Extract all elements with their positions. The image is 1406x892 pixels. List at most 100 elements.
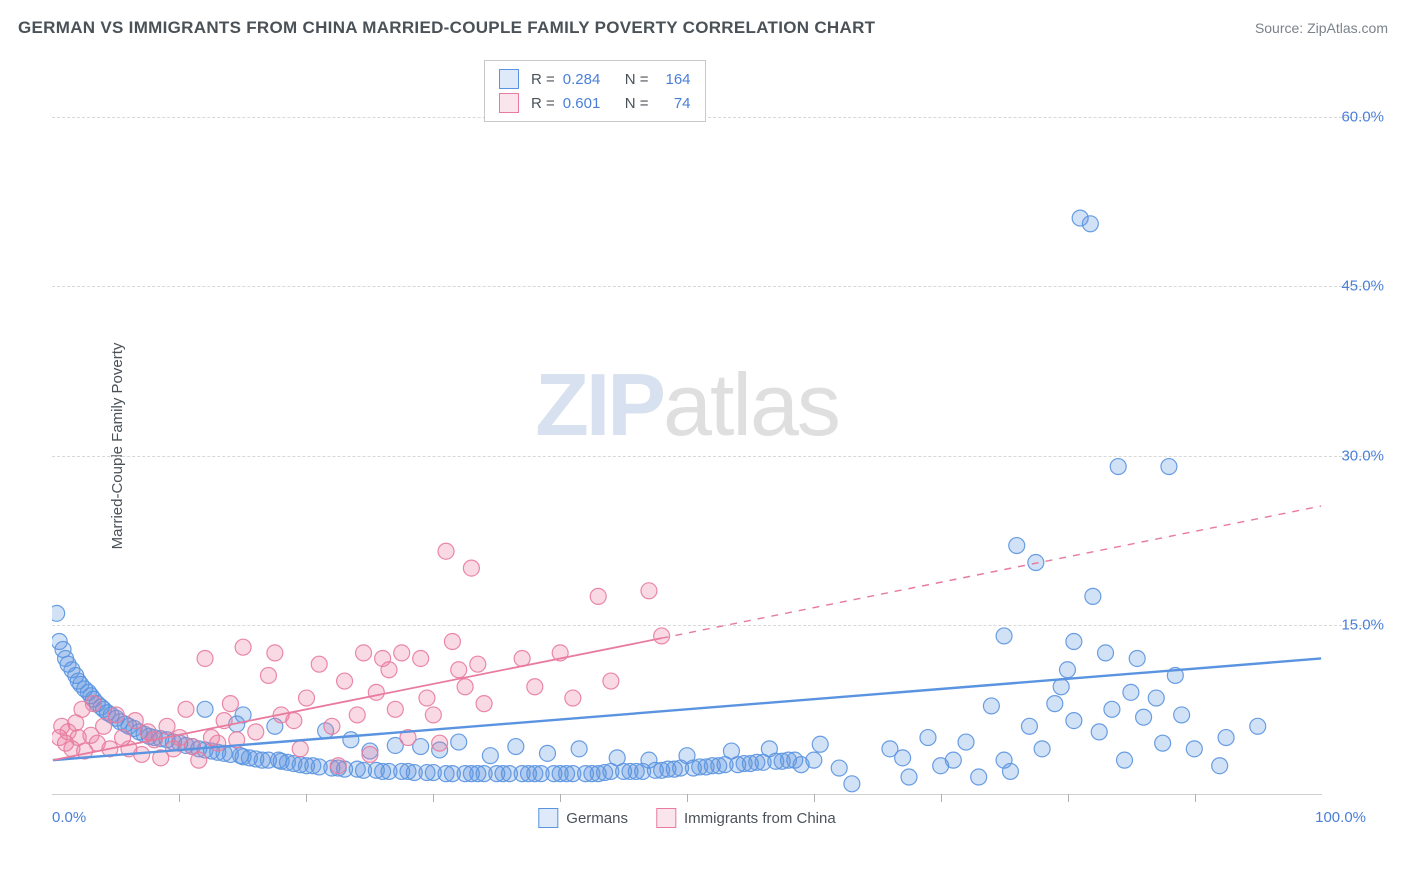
scatter-point [603, 673, 619, 689]
scatter-point [444, 634, 460, 650]
scatter-point [387, 701, 403, 717]
scatter-point [362, 746, 378, 762]
legend-item: Immigrants from China [656, 808, 836, 828]
scatter-point [844, 776, 860, 792]
stat-r-value: 0.284 [563, 71, 613, 88]
scatter-point [482, 748, 498, 764]
scatter-point [571, 741, 587, 757]
scatter-point [1066, 713, 1082, 729]
scatter-point [159, 718, 175, 734]
scatter-point [210, 735, 226, 751]
scatter-point [463, 560, 479, 576]
scatter-point [299, 690, 315, 706]
scatter-point [343, 732, 359, 748]
y-tick-label: 45.0% [1341, 278, 1384, 295]
scatter-point [527, 679, 543, 695]
scatter-point [895, 750, 911, 766]
x-tick [179, 794, 180, 802]
scatter-point [590, 588, 606, 604]
scatter-point [1174, 707, 1190, 723]
chart-header: GERMAN VS IMMIGRANTS FROM CHINA MARRIED-… [18, 18, 1388, 38]
x-tick [1195, 794, 1196, 802]
scatter-point [971, 769, 987, 785]
scatter-point [451, 734, 467, 750]
scatter-point [394, 645, 410, 661]
scatter-point [1110, 459, 1126, 475]
y-tick-label: 30.0% [1341, 447, 1384, 464]
stat-r-value: 0.601 [563, 95, 613, 112]
scatter-point [108, 707, 124, 723]
scatter-point [1002, 763, 1018, 779]
scatter-point [178, 701, 194, 717]
scatter-point [197, 650, 213, 666]
legend-swatch [499, 69, 519, 89]
y-tick-label: 15.0% [1341, 617, 1384, 634]
scatter-point [1161, 459, 1177, 475]
stat-n-label: N = [625, 95, 649, 112]
legend-swatch [499, 93, 519, 113]
legend-item: Germans [538, 808, 628, 828]
scatter-point [1250, 718, 1266, 734]
scatter-point [540, 745, 556, 761]
stat-n-value: 74 [657, 95, 691, 112]
source-credit: Source: ZipAtlas.com [1255, 20, 1388, 36]
scatter-point [1082, 216, 1098, 232]
scatter-point [812, 736, 828, 752]
scatter-point [508, 739, 524, 755]
scatter-point [96, 718, 112, 734]
scatter-point [432, 735, 448, 751]
scatter-point [85, 696, 101, 712]
scatter-point [641, 583, 657, 599]
scatter-point [514, 650, 530, 666]
scatter-point [356, 645, 372, 661]
scatter-point [235, 639, 251, 655]
scatter-point [419, 690, 435, 706]
scatter-point [438, 543, 454, 559]
plot-area: ZIPatlas 15.0%30.0%45.0%60.0% 0.0% 100.0… [52, 60, 1322, 795]
stat-r-label: R = [531, 95, 555, 112]
scatter-point [311, 656, 327, 672]
x-tick [433, 794, 434, 802]
x-tick [1068, 794, 1069, 802]
scatter-point [1117, 752, 1133, 768]
scatter-point [1136, 709, 1152, 725]
scatter-point [1053, 679, 1069, 695]
scatter-point [457, 679, 473, 695]
scatter-point [337, 673, 353, 689]
scatter-point [1186, 741, 1202, 757]
scatter-point [1218, 730, 1234, 746]
scatter-point [654, 628, 670, 644]
scatter-point [1123, 684, 1139, 700]
scatter-point [831, 760, 847, 776]
scatter-point [368, 684, 384, 700]
scatter-point [52, 605, 65, 621]
scatter-point [197, 701, 213, 717]
scatter-point [1098, 645, 1114, 661]
scatter-point [476, 696, 492, 712]
stat-n-value: 164 [657, 71, 691, 88]
x-tick [687, 794, 688, 802]
legend-bottom: Germans Immigrants from China [538, 808, 835, 828]
x-tick [306, 794, 307, 802]
stat-n-label: N = [625, 71, 649, 88]
scatter-point [292, 741, 308, 757]
x-axis-max-label: 100.0% [1315, 809, 1366, 826]
scatter-point [1009, 538, 1025, 554]
scatter-point [1129, 650, 1145, 666]
scatter-point [191, 752, 207, 768]
scatter-point [983, 698, 999, 714]
scatter-point [1085, 588, 1101, 604]
scatter-point [267, 645, 283, 661]
scatter-point [1091, 724, 1107, 740]
scatter-point [330, 758, 346, 774]
x-axis-min-label: 0.0% [52, 809, 86, 826]
scatter-point [413, 650, 429, 666]
legend-swatch [656, 808, 676, 828]
x-tick [814, 794, 815, 802]
trend-line-dashed [662, 506, 1322, 638]
scatter-point [1059, 662, 1075, 678]
legend-label: Germans [566, 810, 628, 827]
scatter-point [470, 656, 486, 672]
scatter-point [565, 690, 581, 706]
chart-title: GERMAN VS IMMIGRANTS FROM CHINA MARRIED-… [18, 18, 875, 38]
